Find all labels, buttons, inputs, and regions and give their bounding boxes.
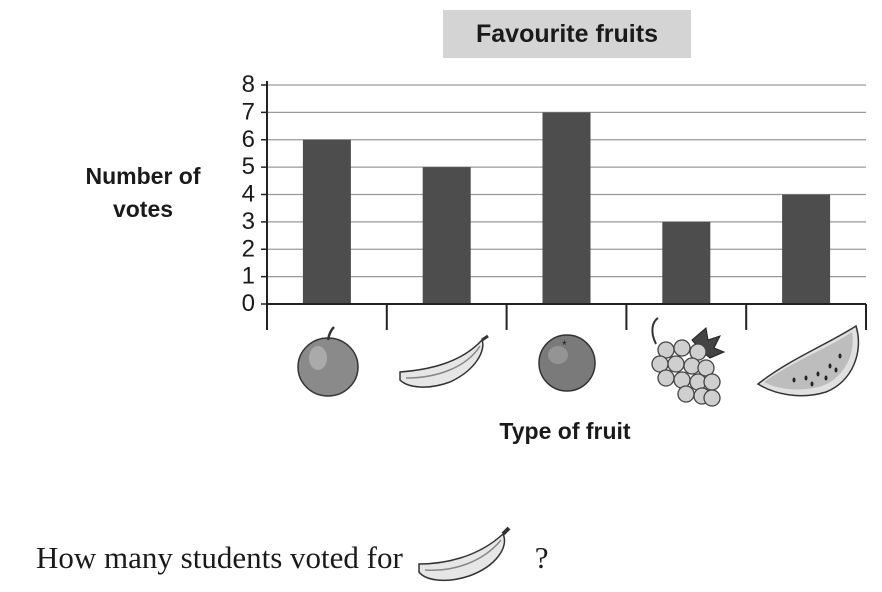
y-tick-label: 5 bbox=[242, 153, 255, 180]
y-tick-label: 3 bbox=[242, 208, 255, 235]
y-tick-label: 8 bbox=[242, 71, 255, 98]
banana-icon bbox=[399, 334, 489, 388]
question-prefix: How many students voted for bbox=[36, 540, 403, 575]
chart-title: Favourite fruits bbox=[443, 10, 691, 58]
orange-icon: * bbox=[538, 334, 596, 392]
y-tick-label: 2 bbox=[242, 235, 255, 262]
bar-apple bbox=[302, 139, 351, 304]
watermelon-icon bbox=[756, 324, 860, 397]
bar-banana bbox=[422, 167, 471, 304]
bar-watermelon bbox=[782, 194, 831, 304]
grapes-icon bbox=[651, 317, 726, 407]
apple-icon bbox=[297, 326, 359, 397]
y-tick-label: 7 bbox=[242, 98, 255, 125]
question-suffix: ? bbox=[534, 540, 549, 575]
y-tick-label: 6 bbox=[242, 126, 255, 153]
y-tick-label: 1 bbox=[242, 263, 255, 290]
x-axis-label: Type of fruit bbox=[499, 418, 631, 444]
banana-icon bbox=[413, 524, 523, 592]
svg-text:*: * bbox=[562, 338, 567, 352]
y-axis-label: Number of votes bbox=[85, 163, 201, 222]
y-tick-label: 4 bbox=[242, 181, 255, 208]
bar-grapes bbox=[662, 221, 711, 304]
y-tick-label: 0 bbox=[242, 290, 255, 317]
question-text: How many students voted for ? bbox=[36, 526, 549, 583]
bar-orange bbox=[542, 112, 591, 304]
